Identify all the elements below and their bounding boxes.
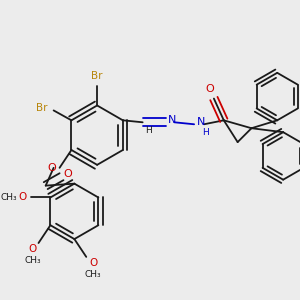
- Text: H: H: [202, 128, 209, 137]
- Text: Br: Br: [36, 103, 47, 113]
- Text: O: O: [89, 258, 97, 268]
- Text: CH₃: CH₃: [1, 193, 17, 202]
- Text: N: N: [168, 115, 176, 125]
- Text: CH₃: CH₃: [85, 270, 101, 279]
- Text: N: N: [197, 117, 205, 127]
- Text: Br: Br: [92, 71, 103, 81]
- Text: O: O: [206, 84, 214, 94]
- Text: H: H: [145, 126, 152, 135]
- Text: O: O: [63, 169, 72, 179]
- Text: CH₃: CH₃: [24, 256, 41, 265]
- Text: O: O: [28, 244, 37, 254]
- Text: O: O: [19, 193, 27, 202]
- Text: O: O: [47, 163, 56, 173]
